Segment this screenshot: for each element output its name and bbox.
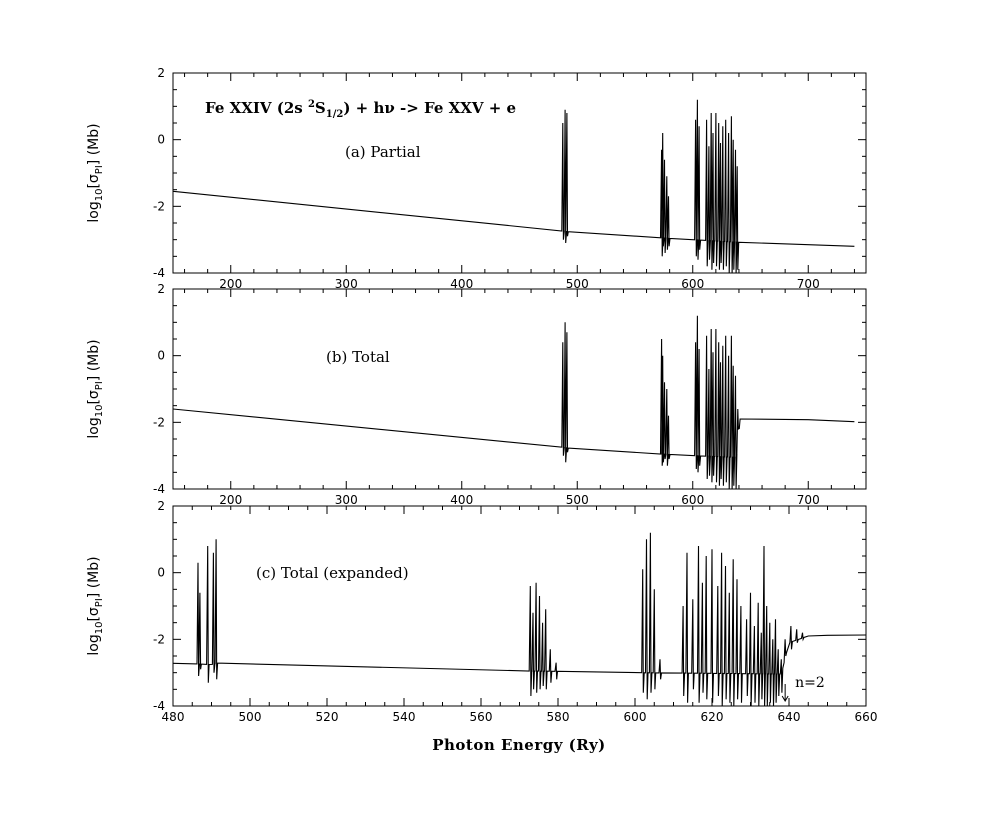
y-tick-label: -4 <box>153 482 165 496</box>
x-tick-label: 400 <box>450 277 473 291</box>
n2-threshold-annotation: n=2 <box>795 675 825 691</box>
x-tick-label: 300 <box>335 493 358 507</box>
x-tick-label: 480 <box>162 710 185 724</box>
x-tick-label: 600 <box>624 710 647 724</box>
panel-a: 200 300 400 500 600 700 -4 -2 0 2 Fe XXIV (2s 2S1… <box>86 66 867 291</box>
x-tick-label: 520 <box>316 710 339 724</box>
x-tick-label: 580 <box>547 710 570 724</box>
x-tick-label: 200 <box>219 493 242 507</box>
x-tick-label: 200 <box>219 277 242 291</box>
x-axis-label: Photon Energy (Ry) <box>432 736 606 754</box>
cross-section-curve-b <box>172 315 855 490</box>
x-tick-label: 600 <box>681 493 704 507</box>
panel-label-b: (b) Total <box>326 348 390 366</box>
y-tick-label: -2 <box>153 199 165 213</box>
y-axis-label-a: log10[σPI] (Mb) <box>86 123 105 222</box>
panel-b: 200 300 400 500 600 700 -4 -2 0 2 (b) Total log10… <box>86 282 867 507</box>
ticks-b: 200 300 400 500 600 700 -4 -2 0 2 <box>153 282 866 507</box>
cross-section-curve-a <box>172 99 855 274</box>
x-tick-label: 300 <box>335 277 358 291</box>
y-axis-label-b: log10[σPI] (Mb) <box>86 339 105 438</box>
cross-section-curve-c <box>172 532 867 707</box>
ticks-a: 200 300 400 500 600 700 -4 -2 0 2 <box>153 66 866 291</box>
y-tick-label: 0 <box>157 133 165 147</box>
x-tick-label: 640 <box>778 710 801 724</box>
x-tick-label: 500 <box>566 493 589 507</box>
y-axis-label-c: log10[σPI] (Mb) <box>86 556 105 655</box>
x-tick-label: 620 <box>701 710 724 724</box>
y-tick-label: -2 <box>153 632 165 646</box>
y-tick-label: 2 <box>157 282 165 296</box>
x-tick-label: 500 <box>566 277 589 291</box>
x-tick-label: 600 <box>681 277 704 291</box>
x-tick-label: 400 <box>450 493 473 507</box>
y-tick-label: -4 <box>153 266 165 280</box>
figure-title: Fe XXIV (2s 2S1/2) + hν -> Fe XXV + e <box>205 99 516 120</box>
threshold-arrow <box>781 684 789 702</box>
panel-label-c: (c) Total (expanded) <box>256 564 409 582</box>
x-tick-label: 700 <box>797 277 820 291</box>
y-tick-label: -2 <box>153 415 165 429</box>
x-tick-label: 500 <box>239 710 262 724</box>
panel-label-a: (a) Partial <box>345 143 421 161</box>
x-tick-label: 540 <box>393 710 416 724</box>
ticks-c: 480 500 520 540 560 580 600 620 640 660 -4 -2 0 2 <box>153 499 877 724</box>
y-tick-label: 0 <box>157 349 165 363</box>
x-tick-label: 660 <box>855 710 878 724</box>
panel-c: 480 500 520 540 560 580 600 620 640 660 -4 -2 0 2 (c)… <box>86 499 877 724</box>
x-tick-label: 560 <box>470 710 493 724</box>
y-tick-label: 2 <box>157 66 165 80</box>
x-tick-label: 700 <box>797 493 820 507</box>
y-tick-label: 0 <box>157 566 165 580</box>
y-tick-label: 2 <box>157 499 165 513</box>
plot-frame-b <box>172 288 867 490</box>
y-tick-label: -4 <box>153 699 165 713</box>
